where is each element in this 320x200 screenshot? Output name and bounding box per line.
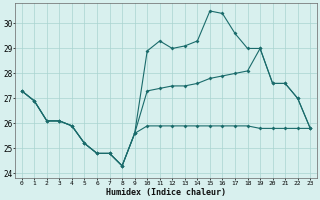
X-axis label: Humidex (Indice chaleur): Humidex (Indice chaleur) [106,188,226,197]
